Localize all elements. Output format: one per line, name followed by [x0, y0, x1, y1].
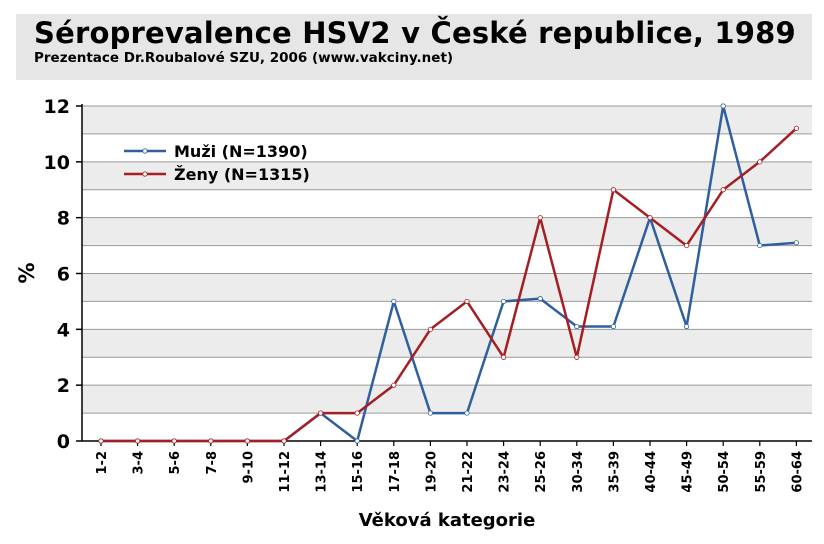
data-point	[610, 187, 617, 193]
y-tick-label: 4	[57, 319, 70, 341]
data-point	[793, 240, 800, 246]
data-point	[244, 438, 250, 444]
grid-band	[82, 385, 812, 414]
grid-band	[82, 273, 812, 302]
x-tick-label: 15-16	[351, 451, 366, 493]
grid-band	[82, 329, 812, 358]
data-point	[610, 323, 617, 330]
data-point	[500, 298, 507, 305]
data-point	[391, 298, 397, 305]
y-tick-labels: 0 2 4 6 8 10 12	[44, 96, 70, 453]
y-axis-label: %	[15, 262, 39, 283]
series-lines	[98, 103, 800, 444]
x-tick-label: 40-44	[644, 451, 659, 493]
data-point	[647, 215, 653, 221]
y-tick-label: 2	[57, 375, 70, 397]
x-tick-label: 45-49	[681, 451, 696, 493]
data-point	[427, 410, 433, 416]
data-point	[757, 242, 763, 249]
y-tick-label: 8	[57, 208, 70, 230]
x-tick-label: 55-59	[754, 451, 769, 493]
data-point	[720, 103, 726, 109]
x-axis-label: Věková kategorie	[359, 510, 536, 531]
x-tick-label: 13-14	[315, 451, 330, 493]
data-point	[683, 242, 690, 249]
legend-marker	[142, 148, 148, 154]
x-tick-label: 17-18	[388, 451, 403, 493]
x-tick-label: 1-2	[95, 451, 110, 475]
data-point	[391, 382, 397, 388]
x-tick-label: 19-20	[424, 451, 439, 493]
x-tick-label: 25-26	[534, 451, 549, 493]
x-tick-label: 5-6	[168, 451, 183, 475]
data-point	[574, 354, 580, 360]
x-tick-label: 60-64	[790, 451, 805, 493]
data-point	[757, 159, 763, 165]
data-point	[135, 438, 141, 444]
y-tick-label: 0	[57, 431, 70, 453]
data-point	[793, 125, 800, 131]
grid-band	[82, 161, 812, 190]
x-tick-label: 11-12	[278, 451, 293, 493]
x-tick-label: 50-54	[717, 451, 732, 493]
data-point	[354, 438, 360, 444]
data-point	[537, 296, 543, 302]
data-point	[537, 215, 543, 221]
x-tick-label: 23-24	[498, 451, 513, 493]
data-point	[171, 438, 177, 444]
chart-title: Séroprevalence HSV2 v České republice, 1…	[34, 16, 796, 50]
series-line-2	[101, 127, 798, 443]
data-point	[281, 438, 287, 444]
x-tick-label: 9-10	[241, 451, 256, 484]
data-point	[354, 410, 360, 416]
data-point	[317, 410, 324, 416]
data-point	[464, 410, 470, 416]
data-point	[500, 354, 507, 360]
data-point	[574, 323, 580, 330]
data-point	[464, 298, 470, 305]
y-tick-label: 10	[44, 152, 70, 174]
y-tick-label: 12	[44, 96, 70, 118]
x-tick-label: 35-39	[607, 451, 622, 493]
data-point	[427, 326, 433, 332]
y-tick-label: 6	[57, 264, 70, 286]
x-tick-label: 21-22	[461, 451, 476, 493]
legend-label: Muži (N=1390)	[174, 142, 308, 161]
x-tick-label: 3-4	[132, 451, 147, 475]
legend-label: Ženy (N=1315)	[174, 165, 310, 184]
chart-subtitle: Prezentace Dr.Roubalové SZU, 2006 (www.v…	[34, 50, 454, 66]
legend: Muži (N=1390) Ženy (N=1315)	[124, 142, 310, 184]
title-banner: Séroprevalence HSV2 v České republice, 1…	[16, 14, 812, 80]
data-point	[720, 187, 726, 193]
x-tick-label: 7-8	[205, 451, 220, 475]
data-point	[208, 438, 214, 444]
data-point	[683, 323, 690, 330]
data-point	[98, 438, 104, 444]
grid-bands	[82, 106, 812, 414]
grid-band	[82, 106, 812, 134]
x-tick-label: 30-34	[571, 451, 586, 493]
legend-marker	[142, 171, 148, 177]
x-tick-labels: 1-2 3-4 5-6 7-8 9-10 11-12 13-14 15-16 17-18 19-2…	[95, 451, 805, 493]
